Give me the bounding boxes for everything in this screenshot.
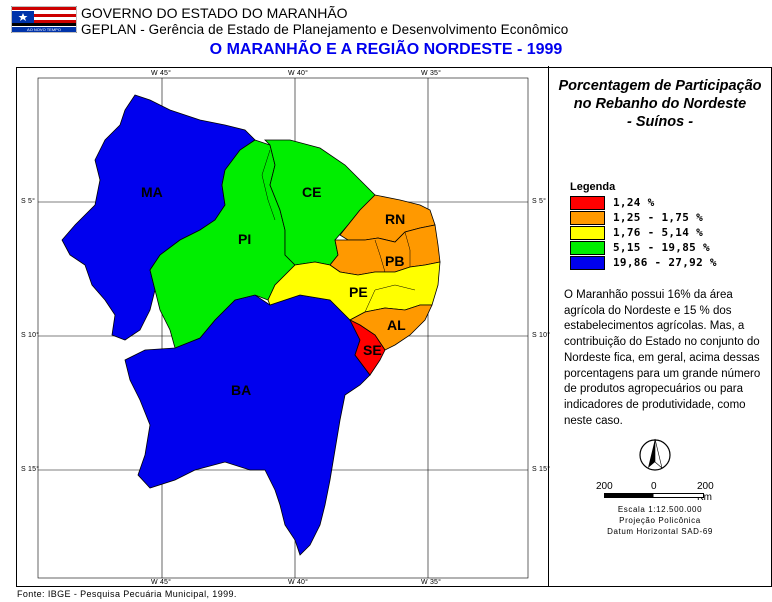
header-government: GOVERNO DO ESTADO DO MARANHÃO bbox=[81, 5, 348, 21]
source-note: Fonte: IBGE - Pesquisa Pecuária Municipa… bbox=[17, 589, 237, 599]
north-arrow-icon bbox=[639, 438, 671, 471]
coord-top-w40: W 40° bbox=[288, 70, 309, 77]
state-ba[interactable] bbox=[124, 294, 371, 556]
label-ma: MA bbox=[141, 184, 163, 200]
label-pb: PB bbox=[385, 253, 405, 269]
coord-left-s15: S 15° bbox=[21, 466, 40, 473]
map-panel bbox=[15, 66, 549, 587]
state-se[interactable] bbox=[349, 319, 386, 376]
coord-bot-w35: W 35° bbox=[421, 579, 442, 586]
coord-right-s5: S 5° bbox=[532, 198, 547, 205]
scale-bar-graphic bbox=[604, 493, 704, 498]
legend-item: 19,86 - 27,92 % bbox=[570, 255, 717, 270]
legend-swatch bbox=[570, 225, 605, 240]
logo-text: AO NOVO TEMPO bbox=[27, 27, 61, 32]
coord-left-s10: S 10° bbox=[21, 332, 40, 339]
projection-text: Projeção Policônica bbox=[619, 516, 701, 525]
legend-title: Legenda bbox=[570, 181, 616, 193]
side-title-line1: Porcentagem de Participação bbox=[558, 78, 762, 94]
label-ce: CE bbox=[302, 184, 322, 200]
side-title: Porcentagem de Participação no Rebanho d… bbox=[549, 77, 771, 131]
label-pe: PE bbox=[349, 284, 368, 300]
label-ba: BA bbox=[231, 382, 252, 398]
coord-right-s10: S 10° bbox=[532, 332, 551, 339]
side-panel: Porcentagem de Participação no Rebanho d… bbox=[549, 67, 771, 587]
coord-right-s15: S 15° bbox=[532, 466, 551, 473]
legend-item: 1,24 % bbox=[570, 195, 717, 210]
legend-label: 1,24 % bbox=[613, 196, 655, 209]
scale-mid-label: 0 bbox=[651, 481, 657, 492]
legend-label: 1,25 - 1,75 % bbox=[613, 211, 703, 224]
scale-bar: 200 0 200 Km bbox=[596, 481, 714, 503]
northeast-map bbox=[37, 77, 529, 579]
scale-left-label: 200 bbox=[596, 481, 613, 492]
label-al: AL bbox=[387, 317, 406, 333]
label-pi: PI bbox=[238, 231, 252, 247]
explanatory-note: O Maranhão possui 16% da área agrícola d… bbox=[564, 289, 761, 427]
legend-swatch bbox=[570, 255, 605, 270]
scale-text: Escala 1:12.500.000 bbox=[617, 505, 703, 514]
internal-boundaries bbox=[261, 149, 416, 313]
legend-swatch bbox=[570, 210, 605, 225]
legend-label: 5,15 - 19,85 % bbox=[613, 241, 710, 254]
coord-bot-w45: W 45° bbox=[151, 579, 172, 586]
legend-item: 1,25 - 1,75 % bbox=[570, 210, 717, 225]
legend-label: 19,86 - 27,92 % bbox=[613, 256, 717, 269]
coord-top-w35: W 35° bbox=[421, 70, 442, 77]
legend-item: 5,15 - 19,85 % bbox=[570, 240, 717, 255]
label-se: SE bbox=[363, 342, 382, 358]
coord-top-w45: W 45° bbox=[151, 70, 172, 77]
legend-swatch bbox=[570, 195, 605, 210]
side-title-line2: no Rebanho do Nordeste bbox=[573, 96, 747, 112]
header-agency: GEPLAN - Gerência de Estado de Planejame… bbox=[81, 22, 569, 37]
label-rn: RN bbox=[385, 211, 406, 227]
legend-swatch bbox=[570, 240, 605, 255]
legend: 1,24 % 1,25 - 1,75 % 1,76 - 5,14 % 5,15 … bbox=[570, 195, 717, 270]
legend-label: 1,76 - 5,14 % bbox=[613, 226, 703, 239]
legend-item: 1,76 - 5,14 % bbox=[570, 225, 717, 240]
side-title-line3: - Suínos - bbox=[626, 114, 694, 130]
coord-bot-w40: W 40° bbox=[288, 579, 309, 586]
maranhao-flag-logo: AO NOVO TEMPO bbox=[11, 6, 77, 33]
coord-left-s5: S 5° bbox=[21, 198, 36, 205]
datum-text: Datum Horizontal SAD-69 bbox=[607, 527, 713, 536]
state-ma[interactable] bbox=[61, 94, 256, 341]
map-title: O MARANHÃO E A REGIÃO NORDESTE - 1999 bbox=[209, 41, 563, 58]
scale-right-label: 200 Km bbox=[697, 481, 714, 503]
